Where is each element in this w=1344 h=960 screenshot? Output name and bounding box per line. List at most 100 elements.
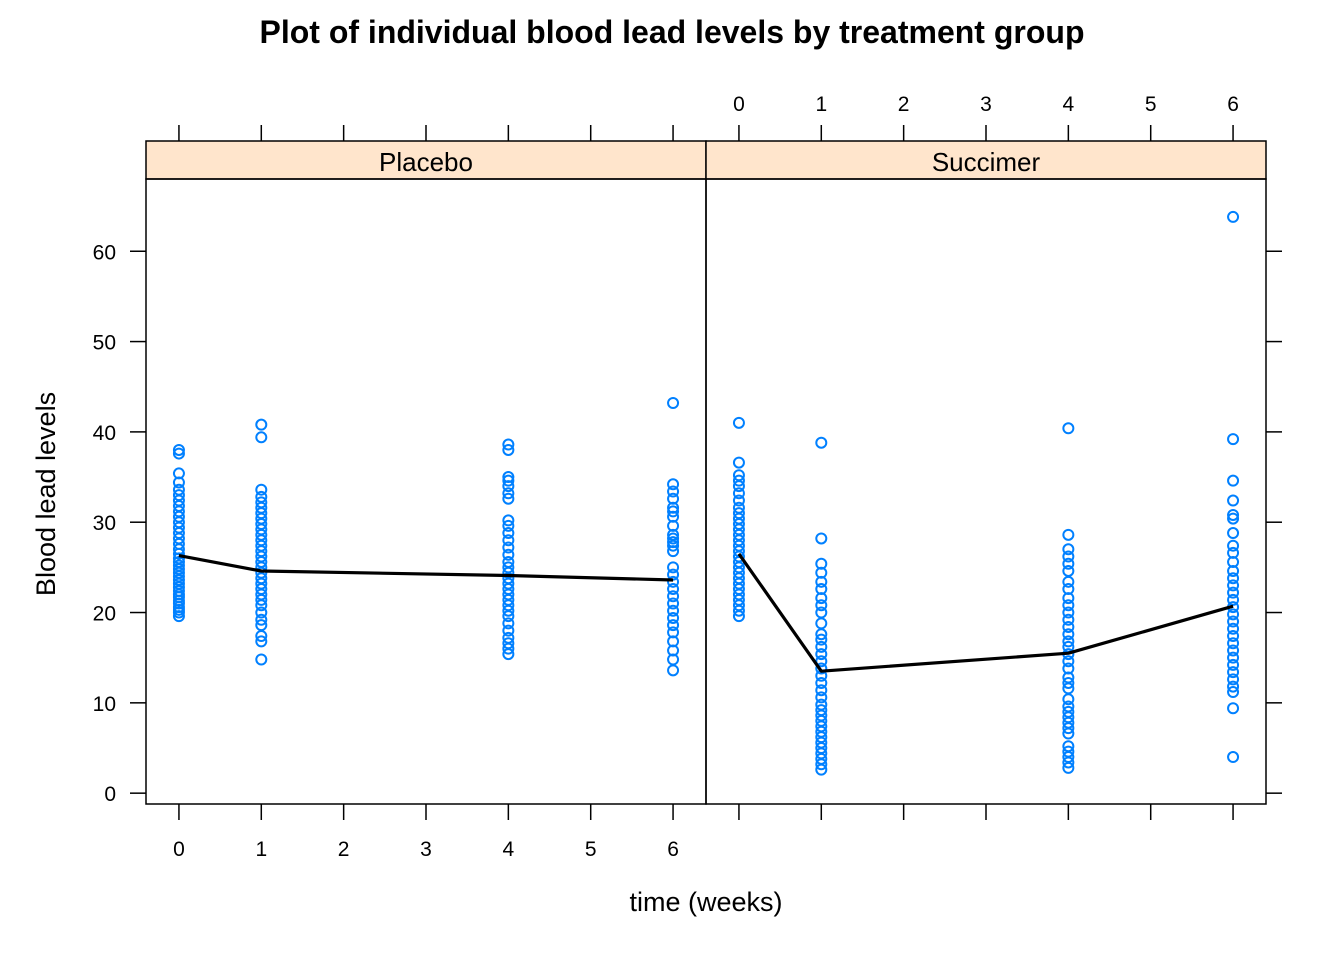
- data-point: [1227, 702, 1240, 715]
- data-point: [255, 483, 268, 496]
- data-point: [815, 599, 828, 612]
- data-point: [1062, 564, 1075, 577]
- data-point: [815, 704, 828, 717]
- data-point: [255, 635, 268, 648]
- data-point: [667, 536, 680, 549]
- data-point: [255, 496, 268, 509]
- data-point: [255, 606, 268, 619]
- data-point: [815, 557, 828, 570]
- data-point: [1227, 622, 1240, 635]
- data-point: [502, 443, 515, 456]
- data-point: [1227, 474, 1240, 487]
- data-point: [1062, 700, 1075, 713]
- x-tick-label: 4: [1063, 93, 1075, 116]
- data-point: [732, 507, 745, 520]
- data-point: [255, 653, 268, 666]
- data-point: [1227, 644, 1240, 657]
- y-tick-label: 10: [93, 693, 116, 716]
- data-point: [1227, 637, 1240, 650]
- data-point: [1062, 745, 1075, 758]
- data-point: [1227, 680, 1240, 693]
- data-point: [732, 487, 745, 500]
- data-point: [502, 561, 515, 574]
- data-point: [502, 541, 515, 554]
- data-point: [1062, 575, 1075, 588]
- data-point: [1062, 557, 1075, 570]
- data-point: [667, 485, 680, 498]
- y-tick-label: 30: [93, 512, 116, 535]
- data-point: [815, 532, 828, 545]
- data-point: [1227, 673, 1240, 686]
- data-point: [815, 436, 828, 449]
- data-point: [815, 583, 828, 596]
- data-point: [255, 619, 268, 632]
- x-tick-label: 5: [1145, 93, 1157, 116]
- y-tick-label: 0: [104, 783, 116, 806]
- data-point: [815, 633, 828, 646]
- data-point: [502, 555, 515, 568]
- data-point: [502, 519, 515, 532]
- x-tick-label: 6: [1227, 93, 1239, 116]
- data-point: [732, 416, 745, 429]
- x-tick-label: 4: [503, 838, 515, 861]
- data-point: [1227, 593, 1240, 606]
- data-point: [815, 698, 828, 711]
- data-point: [1062, 422, 1075, 435]
- mean-line-placebo: [178, 554, 674, 582]
- x-tick-label: 2: [898, 93, 910, 116]
- data-point: [732, 469, 745, 482]
- data-point: [1227, 508, 1240, 521]
- data-point: [502, 534, 515, 547]
- data-point: [255, 490, 268, 503]
- data-point: [502, 637, 515, 650]
- data-point: [502, 471, 515, 484]
- data-point: [1227, 630, 1240, 643]
- y-tick-label: 50: [93, 332, 116, 355]
- data-point: [667, 561, 680, 574]
- data-point: [255, 431, 268, 444]
- data-point: [172, 489, 185, 502]
- chart-title: Plot of individual blood lead levels by …: [260, 14, 1085, 50]
- data-point: [1062, 635, 1075, 648]
- data-point: [732, 456, 745, 469]
- x-tick-label: 3: [420, 838, 432, 861]
- data-point: [815, 617, 828, 630]
- panel-frame: [705, 178, 1267, 805]
- data-point: [172, 559, 185, 572]
- x-tick-label: 5: [585, 838, 597, 861]
- y-axis: 0 10 20 30 40 50 60: [93, 241, 1282, 806]
- data-point: [1227, 608, 1240, 621]
- data-point: [502, 492, 515, 505]
- data-point: [1227, 651, 1240, 664]
- data-point: [667, 664, 680, 677]
- data-point: [1062, 613, 1075, 626]
- data-point: [1062, 655, 1075, 668]
- x-tick-label: 1: [255, 838, 267, 861]
- data-point: [1062, 676, 1075, 689]
- data-point: [815, 662, 828, 675]
- panel-placebo: Placebo 0 1 2 3 4 5 6: [145, 125, 707, 861]
- panel-frame: [145, 178, 707, 805]
- x-tick-label: 2: [338, 838, 350, 861]
- data-point: [732, 501, 745, 514]
- data-point: [502, 631, 515, 644]
- data-point: [1227, 546, 1240, 559]
- y-tick-label: 20: [93, 603, 116, 626]
- data-point: [1062, 528, 1075, 541]
- data-point: [667, 604, 680, 617]
- data-point: [1227, 433, 1240, 446]
- data-point: [732, 494, 745, 507]
- data-point: [1227, 658, 1240, 671]
- strip-label: Placebo: [379, 147, 473, 177]
- points-placebo: [172, 396, 680, 677]
- data-point: [667, 626, 680, 639]
- data-point: [667, 590, 680, 603]
- data-point: [815, 691, 828, 704]
- strip-label: Succimer: [932, 147, 1041, 177]
- data-point: [815, 676, 828, 689]
- data-point: [1227, 686, 1240, 699]
- data-point: [1227, 494, 1240, 507]
- data-point: [667, 505, 680, 518]
- data-point: [815, 648, 828, 661]
